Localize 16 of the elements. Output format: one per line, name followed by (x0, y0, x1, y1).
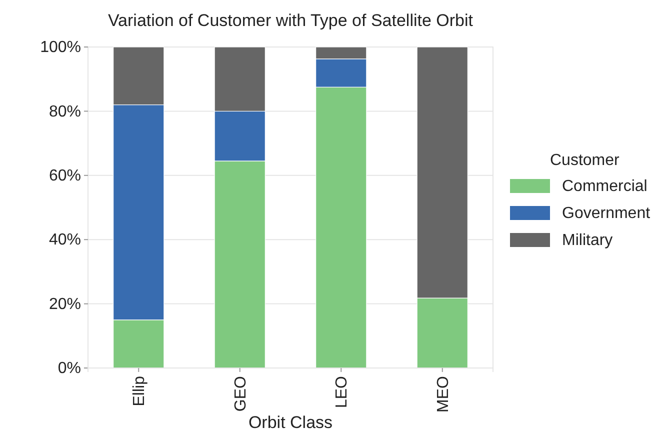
y-tick-label: 20% (48, 296, 81, 313)
chart-title: Variation of Customer with Type of Satellite Orbit (108, 11, 474, 30)
y-tick-label: 0% (58, 360, 81, 378)
legend-label: Government (562, 205, 651, 222)
x-tick-label: Ellip (131, 376, 148, 406)
x-tick-label: MEO (434, 376, 452, 412)
x-tick-label: GEO (232, 376, 250, 412)
y-tick-label: 80% (48, 103, 81, 120)
x-tick-label: LEO (334, 376, 351, 408)
legend-label: Military (562, 232, 613, 249)
legend-title: Customer (550, 152, 620, 169)
y-tick-label: 60% (48, 168, 81, 185)
x-axis-title: Orbit Class (248, 413, 333, 431)
y-tick-label: 40% (48, 232, 81, 249)
y-tick-label: 100% (40, 39, 81, 56)
legend-label: Commercial (562, 178, 648, 195)
